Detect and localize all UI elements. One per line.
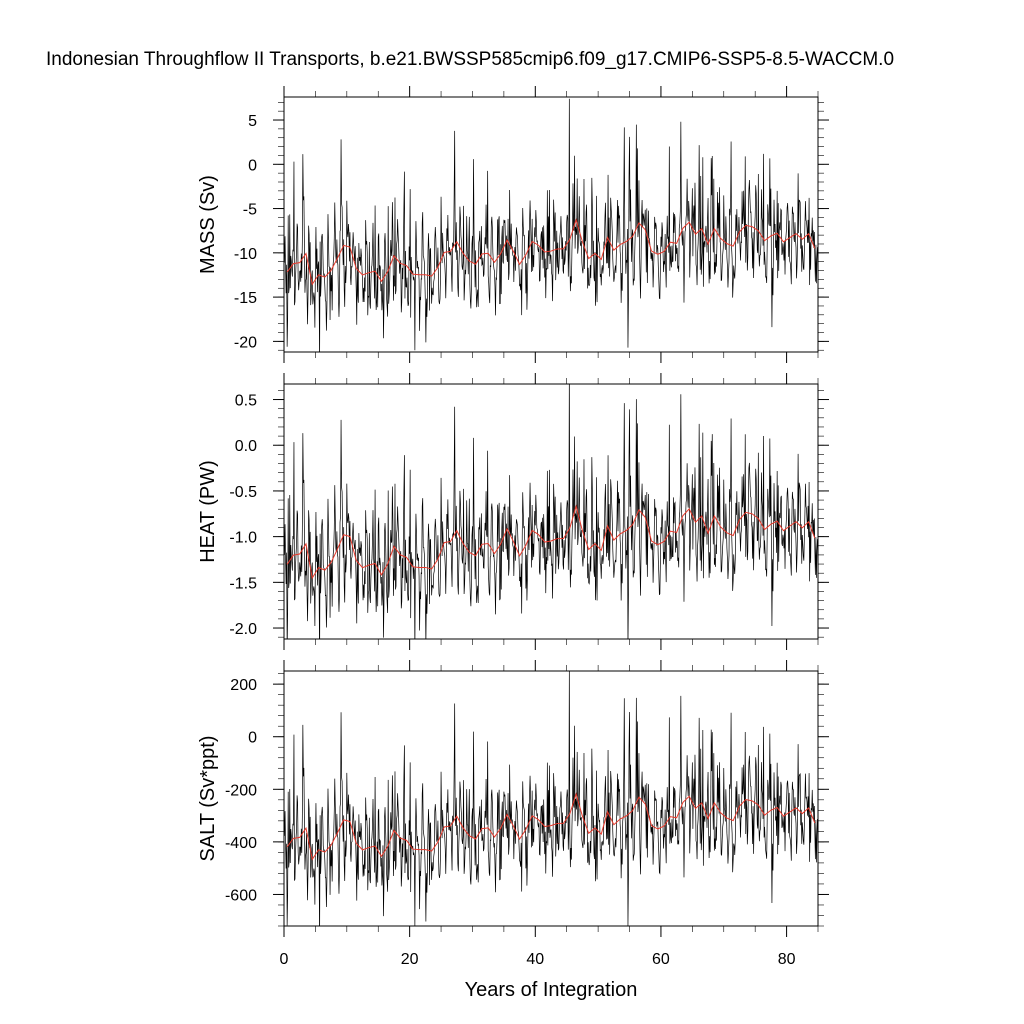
y-tick-label: 0.5 <box>235 393 257 410</box>
panel-salt: 200 0 -200 -400 -600 SALT (Sv*ppt) <box>197 660 829 937</box>
x-axis-label: Years of Integration <box>465 979 638 1001</box>
series-line-raw-heat <box>284 384 818 639</box>
y-tick-label: -200 <box>225 782 257 799</box>
x-tick-label: 60 <box>652 951 670 968</box>
y-tick-label: 200 <box>230 677 257 694</box>
panel-heat: 0.5 0.0 -0.5 -1.0 -1.5 -2.0 HEAT (PW) <box>197 373 829 650</box>
series-line-raw-mass <box>284 98 818 352</box>
y-axis-label-heat: HEAT (PW) <box>197 460 219 563</box>
y-tick-label: -2.0 <box>229 621 257 638</box>
y-tick-label: 0 <box>248 730 257 747</box>
panel-mass: 5 0 -5 -10 -15 -20 MASS (Sv) <box>197 86 829 363</box>
series-line-smoothed-heat <box>286 504 816 580</box>
y-tick-label: 5 <box>248 113 257 130</box>
x-tick-label: 80 <box>778 951 796 968</box>
plot-frame-heat <box>283 383 819 640</box>
y-tick-label: -15 <box>234 290 257 307</box>
y-tick-label: -1.0 <box>229 530 257 547</box>
x-tick-label: 40 <box>526 951 544 968</box>
y-tick-label: -0.5 <box>229 484 257 501</box>
series-line-raw-salt <box>284 671 818 926</box>
series-line-smoothed-salt <box>286 792 816 861</box>
series-line-smoothed-mass <box>286 218 816 286</box>
y-tick-label: -10 <box>234 246 257 263</box>
figure-title: Indonesian Throughflow II Transports, b.… <box>46 49 895 70</box>
y-tick-label: -20 <box>234 334 257 351</box>
y-axis-label-mass: MASS (Sv) <box>197 175 219 274</box>
y-tick-label: 0.0 <box>235 438 257 455</box>
x-tick-label: 20 <box>401 951 419 968</box>
plot-frame-salt <box>283 670 819 927</box>
y-tick-label: -1.5 <box>229 575 257 592</box>
y-axis-label-salt: SALT (Sv*ppt) <box>197 736 219 862</box>
y-tick-label: -400 <box>225 835 257 852</box>
plot-frame-mass <box>283 96 819 353</box>
y-tick-label: -5 <box>243 202 257 219</box>
y-tick-label: 0 <box>248 157 257 174</box>
y-tick-label: -600 <box>225 887 257 904</box>
x-tick-label: 0 <box>280 951 289 968</box>
